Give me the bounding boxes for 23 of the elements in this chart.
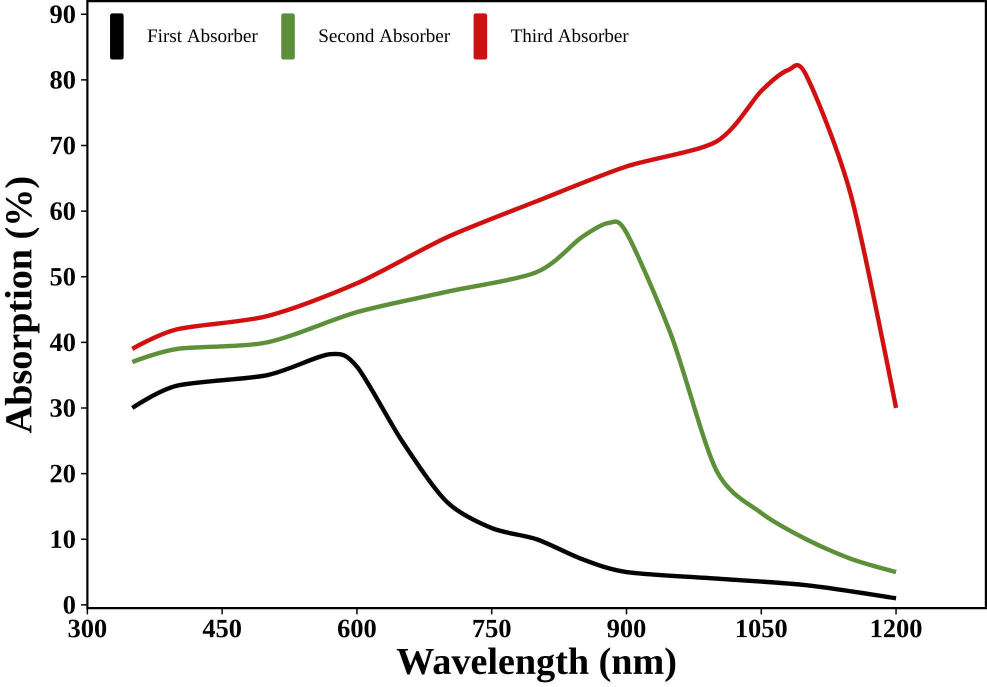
legend-label: Third Absorber xyxy=(510,28,629,42)
y-tick-label: 0 xyxy=(64,596,75,614)
y-tick-label: 70 xyxy=(51,136,75,154)
y-tick-label: 60 xyxy=(50,202,75,220)
y-tick-label: 40 xyxy=(50,333,75,352)
y-axis-title: Absorption (%) xyxy=(4,178,40,433)
x-axis-title: Wavelength (nm) xyxy=(396,647,676,682)
line-series xyxy=(130,352,898,600)
y-tick-label: 50 xyxy=(50,268,75,286)
legend-label: First Absorber xyxy=(148,28,258,42)
y-tick-label: 30 xyxy=(50,398,75,417)
y-tick-label: 90 xyxy=(50,5,75,24)
x-tick-label: 750 xyxy=(473,619,511,638)
x-tick-label: 900 xyxy=(607,619,646,638)
y-tick-label: 80 xyxy=(50,70,75,89)
y-tick-label: 10 xyxy=(52,530,75,548)
y-tick-label: 20 xyxy=(50,464,75,482)
x-tick-label: 300 xyxy=(68,619,106,638)
x-tick-label: 1200 xyxy=(872,619,922,638)
x-tick-label: 450 xyxy=(202,619,241,638)
x-tick-label: 600 xyxy=(338,619,376,638)
legend-label: Second Absorber xyxy=(320,28,450,42)
x-tick-label: 1050 xyxy=(736,619,787,638)
